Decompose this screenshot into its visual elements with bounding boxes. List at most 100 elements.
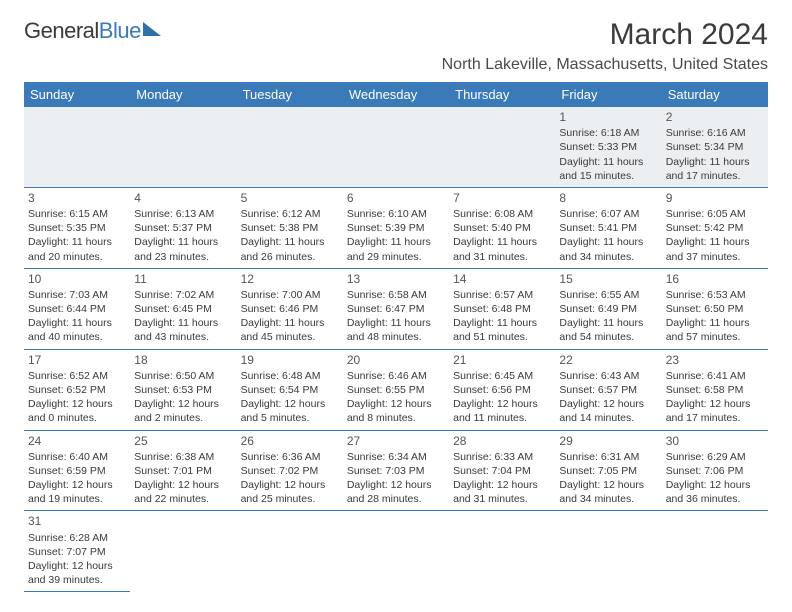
- calendar-day-cell: 20Sunrise: 6:46 AMSunset: 6:55 PMDayligh…: [343, 349, 449, 430]
- sunrise-line: Sunrise: 6:16 AM: [666, 126, 764, 140]
- calendar-day-cell: 16Sunrise: 6:53 AMSunset: 6:50 PMDayligh…: [662, 268, 768, 349]
- calendar-day-cell: 9Sunrise: 6:05 AMSunset: 5:42 PMDaylight…: [662, 187, 768, 268]
- sunrise-line: Sunrise: 6:05 AM: [666, 207, 764, 221]
- day-number: 16: [666, 271, 764, 287]
- page-title: March 2024: [442, 18, 768, 52]
- sunset-line: Sunset: 7:04 PM: [453, 464, 551, 478]
- sunrise-line: Sunrise: 6:58 AM: [347, 288, 445, 302]
- sunset-line: Sunset: 5:41 PM: [559, 221, 657, 235]
- logo-sail-icon: [143, 22, 161, 36]
- sunrise-line: Sunrise: 6:45 AM: [453, 369, 551, 383]
- daylight-line: Daylight: 12 hours and 11 minutes.: [453, 397, 551, 425]
- day-number: 5: [241, 190, 339, 206]
- calendar-day-cell: 4Sunrise: 6:13 AMSunset: 5:37 PMDaylight…: [130, 187, 236, 268]
- day-number: 23: [666, 352, 764, 368]
- sunset-line: Sunset: 6:45 PM: [134, 302, 232, 316]
- sunrise-line: Sunrise: 7:00 AM: [241, 288, 339, 302]
- sunrise-line: Sunrise: 6:28 AM: [28, 531, 126, 545]
- calendar-day-cell: 12Sunrise: 7:00 AMSunset: 6:46 PMDayligh…: [237, 268, 343, 349]
- day-header: Friday: [555, 82, 661, 107]
- sunset-line: Sunset: 5:33 PM: [559, 140, 657, 154]
- calendar-day-cell: 21Sunrise: 6:45 AMSunset: 6:56 PMDayligh…: [449, 349, 555, 430]
- sunset-line: Sunset: 6:56 PM: [453, 383, 551, 397]
- calendar-day-cell: 11Sunrise: 7:02 AMSunset: 6:45 PMDayligh…: [130, 268, 236, 349]
- calendar-day-cell: 22Sunrise: 6:43 AMSunset: 6:57 PMDayligh…: [555, 349, 661, 430]
- sunrise-line: Sunrise: 6:08 AM: [453, 207, 551, 221]
- day-number: 14: [453, 271, 551, 287]
- day-number: 1: [559, 109, 657, 125]
- sunset-line: Sunset: 6:58 PM: [666, 383, 764, 397]
- day-header: Sunday: [24, 82, 130, 107]
- calendar-day-cell: 2Sunrise: 6:16 AMSunset: 5:34 PMDaylight…: [662, 107, 768, 187]
- header: GeneralBlue March 2024 North Lakeville, …: [24, 18, 768, 74]
- sunset-line: Sunset: 7:06 PM: [666, 464, 764, 478]
- day-number: 27: [347, 433, 445, 449]
- day-number: 30: [666, 433, 764, 449]
- daylight-line: Daylight: 11 hours and 34 minutes.: [559, 235, 657, 263]
- daylight-line: Daylight: 12 hours and 17 minutes.: [666, 397, 764, 425]
- sunset-line: Sunset: 5:34 PM: [666, 140, 764, 154]
- daylight-line: Daylight: 11 hours and 37 minutes.: [666, 235, 764, 263]
- daylight-line: Daylight: 12 hours and 39 minutes.: [28, 559, 126, 587]
- sunset-line: Sunset: 6:48 PM: [453, 302, 551, 316]
- logo: GeneralBlue: [24, 18, 161, 44]
- sunrise-line: Sunrise: 6:43 AM: [559, 369, 657, 383]
- calendar-day-cell: 14Sunrise: 6:57 AMSunset: 6:48 PMDayligh…: [449, 268, 555, 349]
- sunset-line: Sunset: 6:44 PM: [28, 302, 126, 316]
- sunset-line: Sunset: 6:46 PM: [241, 302, 339, 316]
- daylight-line: Daylight: 12 hours and 25 minutes.: [241, 478, 339, 506]
- calendar-empty-cell: [449, 107, 555, 187]
- sunset-line: Sunset: 5:35 PM: [28, 221, 126, 235]
- calendar-empty-cell: [130, 107, 236, 187]
- daylight-line: Daylight: 11 hours and 40 minutes.: [28, 316, 126, 344]
- day-header: Tuesday: [237, 82, 343, 107]
- sunrise-line: Sunrise: 6:31 AM: [559, 450, 657, 464]
- sunrise-line: Sunrise: 7:03 AM: [28, 288, 126, 302]
- sunset-line: Sunset: 6:47 PM: [347, 302, 445, 316]
- calendar-day-cell: 19Sunrise: 6:48 AMSunset: 6:54 PMDayligh…: [237, 349, 343, 430]
- daylight-line: Daylight: 11 hours and 17 minutes.: [666, 155, 764, 183]
- sunrise-line: Sunrise: 6:57 AM: [453, 288, 551, 302]
- sunrise-line: Sunrise: 7:02 AM: [134, 288, 232, 302]
- daylight-line: Daylight: 11 hours and 15 minutes.: [559, 155, 657, 183]
- calendar-day-cell: 10Sunrise: 7:03 AMSunset: 6:44 PMDayligh…: [24, 268, 130, 349]
- day-number: 20: [347, 352, 445, 368]
- daylight-line: Daylight: 12 hours and 2 minutes.: [134, 397, 232, 425]
- sunrise-line: Sunrise: 6:46 AM: [347, 369, 445, 383]
- sunrise-line: Sunrise: 6:18 AM: [559, 126, 657, 140]
- calendar-week-row: 24Sunrise: 6:40 AMSunset: 6:59 PMDayligh…: [24, 430, 768, 511]
- sunset-line: Sunset: 6:49 PM: [559, 302, 657, 316]
- calendar-table: SundayMondayTuesdayWednesdayThursdayFrid…: [24, 82, 768, 592]
- sunrise-line: Sunrise: 6:07 AM: [559, 207, 657, 221]
- calendar-day-cell: 24Sunrise: 6:40 AMSunset: 6:59 PMDayligh…: [24, 430, 130, 511]
- daylight-line: Daylight: 12 hours and 22 minutes.: [134, 478, 232, 506]
- sunset-line: Sunset: 5:40 PM: [453, 221, 551, 235]
- sunset-line: Sunset: 5:39 PM: [347, 221, 445, 235]
- calendar-day-cell: 17Sunrise: 6:52 AMSunset: 6:52 PMDayligh…: [24, 349, 130, 430]
- sunset-line: Sunset: 6:59 PM: [28, 464, 126, 478]
- day-number: 13: [347, 271, 445, 287]
- daylight-line: Daylight: 11 hours and 45 minutes.: [241, 316, 339, 344]
- sunrise-line: Sunrise: 6:50 AM: [134, 369, 232, 383]
- calendar-empty-cell: [343, 511, 449, 592]
- sunset-line: Sunset: 6:57 PM: [559, 383, 657, 397]
- day-number: 26: [241, 433, 339, 449]
- sunrise-line: Sunrise: 6:41 AM: [666, 369, 764, 383]
- daylight-line: Daylight: 11 hours and 26 minutes.: [241, 235, 339, 263]
- day-number: 25: [134, 433, 232, 449]
- day-number: 31: [28, 513, 126, 529]
- calendar-day-cell: 26Sunrise: 6:36 AMSunset: 7:02 PMDayligh…: [237, 430, 343, 511]
- calendar-day-cell: 3Sunrise: 6:15 AMSunset: 5:35 PMDaylight…: [24, 187, 130, 268]
- calendar-empty-cell: [343, 107, 449, 187]
- daylight-line: Daylight: 12 hours and 14 minutes.: [559, 397, 657, 425]
- calendar-day-cell: 23Sunrise: 6:41 AMSunset: 6:58 PMDayligh…: [662, 349, 768, 430]
- calendar-day-cell: 25Sunrise: 6:38 AMSunset: 7:01 PMDayligh…: [130, 430, 236, 511]
- sunset-line: Sunset: 5:38 PM: [241, 221, 339, 235]
- daylight-line: Daylight: 11 hours and 20 minutes.: [28, 235, 126, 263]
- calendar-week-row: 10Sunrise: 7:03 AMSunset: 6:44 PMDayligh…: [24, 268, 768, 349]
- logo-text-blue: Blue: [99, 18, 141, 44]
- sunset-line: Sunset: 7:02 PM: [241, 464, 339, 478]
- day-number: 21: [453, 352, 551, 368]
- day-number: 10: [28, 271, 126, 287]
- day-number: 18: [134, 352, 232, 368]
